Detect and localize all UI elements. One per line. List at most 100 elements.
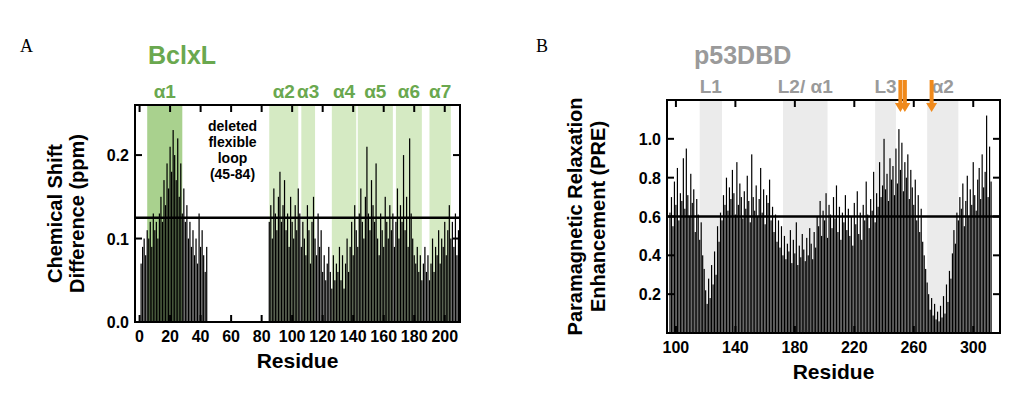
x-tick-label: 60: [222, 328, 240, 345]
x-tick: [230, 105, 232, 112]
bar: [885, 189, 886, 333]
bar: [356, 230, 357, 322]
bar: [150, 222, 151, 322]
bar: [763, 189, 764, 333]
bar: [695, 232, 696, 333]
bar: [371, 180, 372, 322]
bar: [965, 201, 966, 333]
bar: [359, 214, 360, 323]
bar: [956, 213, 957, 333]
title: BclxL: [148, 41, 216, 69]
panel-letter: B: [536, 36, 548, 56]
y-tick: [667, 293, 674, 295]
bar: [295, 205, 296, 322]
bar: [831, 228, 832, 333]
x-tick: [853, 326, 855, 333]
bar: [851, 217, 852, 334]
x-tick: [352, 315, 354, 322]
bar: [701, 222, 702, 333]
x-tick-label: 220: [841, 339, 868, 356]
bar: [769, 180, 770, 333]
bar: [406, 197, 407, 322]
bar: [310, 264, 311, 322]
bar: [166, 163, 167, 322]
bar: [348, 272, 349, 322]
bar: [397, 188, 398, 322]
bar: [785, 259, 786, 333]
x-tick-label: 80: [253, 328, 271, 345]
y-tick-label: 0.8: [639, 170, 661, 187]
bar: [943, 296, 944, 333]
x-tick: [322, 105, 324, 112]
bar: [814, 232, 815, 333]
bar: [372, 205, 373, 322]
bar: [839, 207, 840, 333]
bar: [967, 176, 968, 333]
bar: [806, 238, 807, 333]
bars: [140, 130, 459, 322]
bar: [693, 189, 694, 333]
bar: [910, 170, 911, 333]
bar: [805, 261, 806, 333]
bar: [858, 234, 859, 333]
x-tick: [291, 105, 293, 112]
bar: [906, 178, 907, 333]
x-tick: [352, 105, 354, 112]
bar: [738, 205, 739, 333]
bar: [458, 230, 459, 322]
bar: [140, 264, 141, 322]
bar: [301, 247, 302, 322]
bar: [346, 239, 347, 322]
region-label: α2: [932, 76, 954, 97]
bar: [869, 228, 870, 333]
bar: [784, 236, 785, 333]
bar: [898, 129, 899, 333]
bar: [308, 230, 309, 322]
bar: [754, 211, 755, 333]
bar: [345, 264, 346, 322]
bar: [973, 162, 974, 333]
bar: [980, 199, 981, 333]
bar: [775, 215, 776, 333]
bar: [977, 180, 978, 333]
bar: [408, 247, 409, 322]
bar: [875, 222, 876, 333]
threshold-line: [135, 216, 460, 219]
bar: [391, 230, 392, 322]
bar: [861, 240, 862, 333]
bar: [447, 230, 448, 322]
x-tick: [972, 100, 974, 107]
bar: [730, 199, 731, 333]
bar: [430, 264, 431, 322]
bar: [739, 183, 740, 333]
bar: [704, 269, 705, 333]
bar: [427, 255, 428, 322]
y-tick: [993, 216, 1000, 218]
bar: [339, 247, 340, 322]
bar: [903, 191, 904, 333]
bar: [946, 284, 947, 333]
bar: [870, 199, 871, 333]
bar: [952, 253, 953, 333]
y-tick: [993, 177, 1000, 179]
y-tick: [993, 293, 1000, 295]
x-tick: [794, 100, 796, 107]
bar: [842, 213, 843, 333]
frame: [667, 100, 1000, 333]
bar: [950, 279, 951, 333]
bar: [311, 222, 312, 322]
bar: [336, 264, 337, 322]
x-tick-label: 180: [781, 339, 808, 356]
bar: [944, 314, 945, 333]
bar: [689, 217, 690, 334]
x-tick-label: 100: [663, 339, 690, 356]
bar: [927, 283, 928, 333]
bar: [715, 275, 716, 333]
bar: [202, 230, 203, 322]
bar: [935, 319, 936, 333]
bar: [747, 176, 748, 333]
x-tick: [413, 105, 415, 112]
bar: [200, 247, 201, 322]
bar: [321, 230, 322, 322]
bar: [962, 183, 963, 333]
